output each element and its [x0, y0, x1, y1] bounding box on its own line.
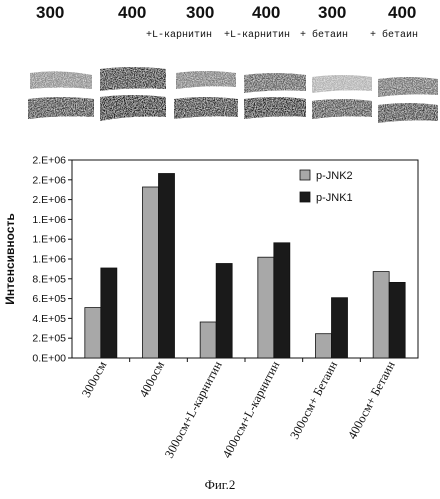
bar-p-jnk1 — [101, 268, 117, 358]
x-tick-label: 300осм+ Бетаин — [287, 359, 340, 442]
bar-p-jnk1 — [216, 264, 232, 359]
bar-p-jnk1 — [274, 243, 290, 358]
bar-p-jnk2 — [200, 322, 216, 358]
band-lane2-upper — [100, 67, 166, 91]
bar-p-jnk1 — [159, 174, 175, 359]
bar-p-jnk1 — [389, 282, 405, 358]
lane-5-condition: + бетаин — [300, 30, 348, 41]
legend-swatch-p-jnk1 — [300, 192, 310, 202]
western-blot-image — [0, 55, 440, 155]
x-tick-label: 300осм — [79, 359, 110, 400]
y-tick-label: 1.E+06 — [32, 254, 66, 266]
legend-label-p-jnk1: p-JNK1 — [316, 192, 353, 204]
band-lane1-lower — [28, 97, 94, 119]
x-tick-label: 400осм+L-карнитин — [220, 359, 283, 461]
y-tick-label: 8.E+05 — [32, 273, 66, 285]
lane-3-condition: +L-карнитин — [146, 30, 212, 41]
bar-p-jnk2 — [258, 257, 274, 358]
intensity-bar-chart: 0.E+00 2.E+05 4.E+05 6.E+05 8.E+05 1.E+06 1.E+… — [0, 150, 440, 475]
x-tick-label: 300осм+L-карнитин — [162, 359, 225, 461]
figure-caption: Фиг.2 — [0, 477, 440, 493]
y-tick-label: 1.E+06 — [32, 214, 66, 226]
band-lane5-lower — [312, 99, 372, 119]
blot-lane-labels: 300 400 300 400 300 400 +L-карнитин +L-к… — [0, 0, 440, 60]
lane-2-number: 400 — [118, 3, 146, 23]
lane-3-number: 300 — [186, 3, 214, 23]
y-tick-label: 6.E+05 — [32, 293, 66, 305]
x-tick-label: 400осм+ Бетаин — [345, 359, 398, 442]
legend-swatch-p-jnk2 — [300, 170, 310, 180]
y-tick-label: 2.E+05 — [32, 333, 66, 345]
bar-p-jnk2 — [373, 272, 389, 358]
band-lane6-upper — [378, 77, 438, 97]
y-tick-label: 2.E+06 — [32, 194, 66, 206]
y-tick-label: 4.E+05 — [32, 313, 66, 325]
y-tick-label: 2.E+06 — [32, 174, 66, 186]
bar-p-jnk1 — [332, 298, 348, 358]
x-tick-label: 400осм — [137, 359, 168, 400]
bar-p-jnk2 — [143, 187, 159, 358]
band-lane6-lower — [378, 103, 438, 123]
band-lane2-lower — [100, 95, 166, 121]
lane-4-condition: +L-карнитин — [224, 30, 290, 41]
band-lane3-lower — [174, 97, 238, 119]
y-tick-label: 1.E+06 — [32, 234, 66, 246]
band-lane1-upper — [30, 71, 92, 89]
lane-4-number: 400 — [252, 3, 280, 23]
band-lane3-upper — [176, 71, 236, 89]
lane-6-condition: + бетаин — [370, 30, 418, 41]
bar-p-jnk2 — [316, 334, 332, 358]
lane-5-number: 300 — [318, 3, 346, 23]
lane-6-number: 400 — [388, 3, 416, 23]
plot-frame — [72, 160, 418, 358]
bar-p-jnk2 — [85, 308, 101, 358]
band-lane4-lower — [244, 97, 306, 119]
band-lane5-upper — [312, 75, 372, 93]
y-tick-label: 0.E+00 — [32, 353, 66, 365]
lane-1-number: 300 — [36, 3, 64, 23]
band-lane4-upper — [244, 73, 306, 93]
y-tick-label: 2.E+06 — [32, 155, 66, 167]
y-axis-label: Интенсивность — [3, 213, 17, 304]
legend-label-p-jnk2: p-JNK2 — [316, 170, 353, 182]
